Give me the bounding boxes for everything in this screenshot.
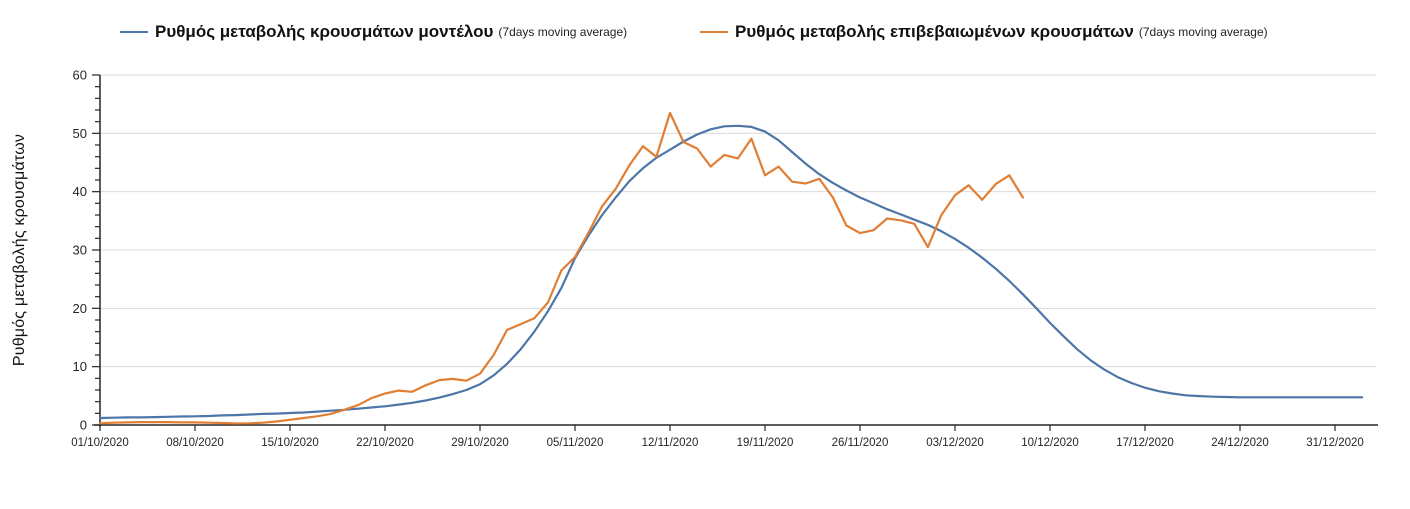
x-tick-label: 22/10/2020 [356, 437, 414, 449]
y-tick-label-40: 40 [73, 184, 87, 199]
x-tick-label: 15/10/2020 [261, 437, 319, 449]
x-tick-label: 19/11/2020 [737, 437, 794, 449]
x-tick-label: 26/11/2020 [832, 437, 889, 449]
legend-item-model: Ρυθμός μεταβολής κρουσμάτων μοντέλου (7d… [120, 18, 627, 46]
legend-label-confirmed: Ρυθμός μεταβολής επιβεβαιωμένων κρουσμάτ… [735, 22, 1134, 41]
series-line-confirmed [98, 111, 1025, 425]
legend-line-model-swatch [120, 31, 148, 33]
y-tick-label-60: 60 [73, 68, 87, 83]
y-tick-label-50: 50 [73, 126, 87, 141]
series-line-model [98, 124, 1364, 420]
x-tick-label: 12/11/2020 [642, 437, 699, 449]
x-tick-label: 31/12/2020 [1306, 437, 1364, 449]
legend-label-model: Ρυθμός μεταβολής κρουσμάτων μοντέλου [155, 22, 494, 41]
x-tick-label: 10/12/2020 [1021, 437, 1079, 449]
legend-suffix-model: (7days moving average) [498, 25, 628, 39]
legend-line-confirmed-swatch [700, 31, 728, 33]
chart-legend: Ρυθμός μεταβολής κρουσμάτων μοντέλου (7d… [0, 16, 1410, 46]
y-tick-label-20: 20 [73, 301, 87, 316]
x-tick-label: 01/10/2020 [71, 437, 129, 449]
y-tick-label-0: 0 [80, 418, 87, 433]
x-tick-label: 08/10/2020 [166, 437, 224, 449]
y-tick-label-30: 30 [73, 243, 87, 258]
y-tick-label-10: 10 [73, 359, 87, 374]
x-tick-label: 05/11/2020 [547, 437, 604, 449]
x-tick-label: 24/12/2020 [1211, 437, 1269, 449]
x-tick-label: 03/12/2020 [926, 437, 984, 449]
x-tick-label: 29/10/2020 [451, 437, 509, 449]
x-tick-label: 17/12/2020 [1116, 437, 1174, 449]
legend-item-confirmed: Ρυθμός μεταβολής επιβεβαιωμένων κρουσμάτ… [700, 18, 1268, 46]
legend-suffix-confirmed: (7days moving average) [1138, 25, 1268, 39]
